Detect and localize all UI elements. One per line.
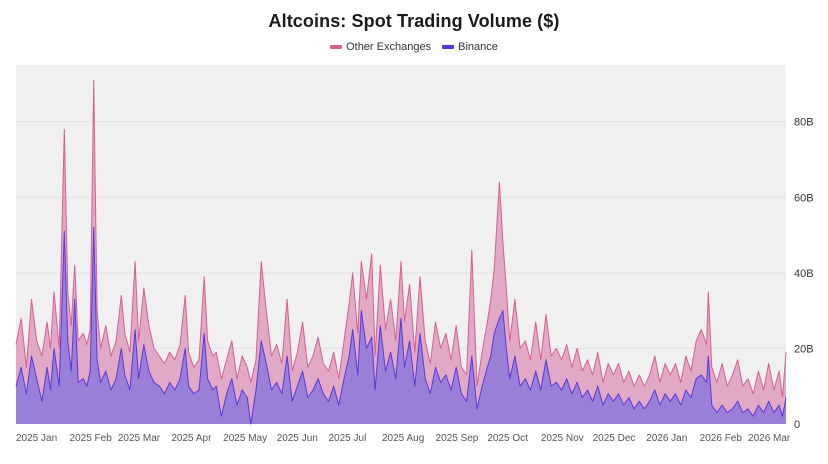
legend-item-other-exchanges[interactable]: Other Exchanges [330, 41, 431, 53]
series-line-binance [15, 227, 787, 425]
legend-label-other-exchanges: Other Exchanges [346, 41, 432, 53]
y-tick-label: 60B [794, 192, 814, 204]
x-tick-label: 2025 Dec [593, 433, 636, 444]
y-tick-label: 80B [794, 117, 814, 129]
x-tick-label: 2026 Jan [646, 433, 687, 444]
x-tick-label: 2025 Nov [541, 433, 584, 444]
x-tick-label: 2025 Oct [487, 433, 528, 444]
x-tick-label: 2025 Aug [382, 433, 424, 444]
x-tick-label: 2025 Sep [436, 433, 479, 444]
x-tick-label: 2026 Feb [700, 433, 743, 444]
x-tick-label: 2025 Jul [328, 433, 366, 444]
legend-swatch-binance [442, 45, 455, 49]
legend-swatch-other-exchanges [330, 45, 343, 49]
legend-label-binance: Binance [458, 41, 498, 53]
series-area-binance[interactable] [16, 227, 786, 425]
x-tick-label: 2025 May [223, 433, 267, 444]
x-tick-label: 2025 Jun [277, 433, 318, 444]
x-tick-label: 2025 Jan [16, 433, 57, 444]
x-tick-label: 2025 Apr [171, 433, 212, 444]
y-tick-label: 20B [794, 343, 814, 355]
x-tick-label: 2025 Feb [70, 433, 113, 444]
y-axis: 0 20B 40B 60B 80B [794, 117, 814, 431]
x-tick-label: 2026 Mar [748, 433, 791, 444]
chart-legend: Other Exchanges Binance [0, 40, 828, 53]
legend-item-binance[interactable]: Binance [442, 41, 498, 53]
y-tick-label: 0 [794, 419, 800, 431]
series-areas [15, 79, 787, 425]
y-tick-label: 40B [794, 268, 814, 280]
chart-title: Altcoins: Spot Trading Volume ($) [268, 11, 560, 31]
x-tick-label: 2025 Mar [118, 433, 161, 444]
x-axis: 2025 Jan 2025 Feb 2025 Mar 2025 Apr 2025 May… [16, 433, 791, 444]
series-line-other-exchanges [15, 79, 787, 398]
